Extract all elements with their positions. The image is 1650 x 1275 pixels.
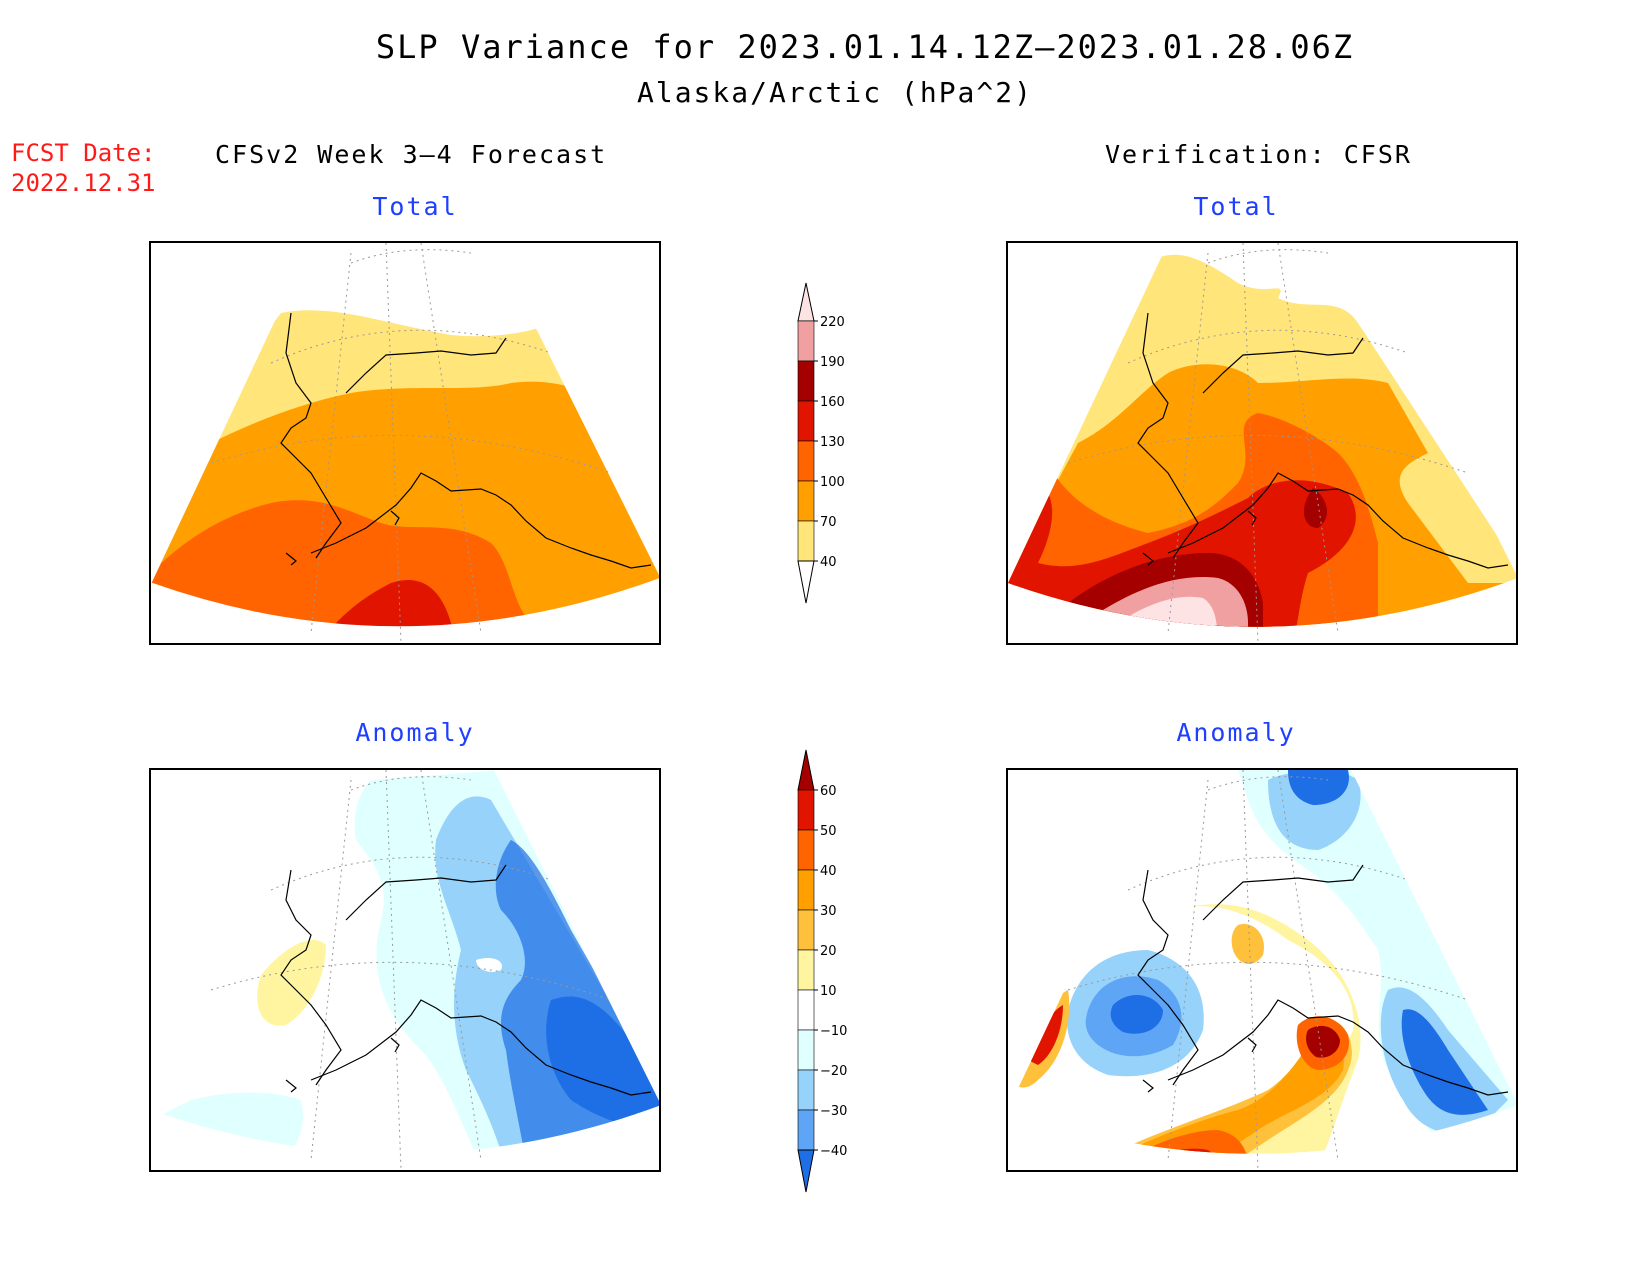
cbar-anom-label-1: 50: [820, 824, 837, 839]
region-lt-m40-w: [1110, 994, 1163, 1034]
cbar-total-label-2: 160: [820, 395, 845, 410]
cbar-anom-label-3: 30: [820, 904, 837, 919]
colorbar-total: 220 190 160 130 100 70 40: [794, 282, 864, 617]
cbar-total-label-5: 70: [820, 515, 837, 530]
cbar-anom-30-40: [797, 869, 815, 911]
cbar-anom-lt-m40: [797, 1149, 815, 1193]
cbar-anom-10-20: [797, 949, 815, 991]
coastline: [280, 312, 652, 569]
region-lt-m40-e: [1401, 1009, 1488, 1115]
cbar-anom-label-0: 60: [820, 784, 837, 799]
cbar-total-70-100: [797, 480, 815, 522]
map-forecast-total: [149, 241, 661, 645]
cbar-total-130-160: [797, 400, 815, 442]
region-130-160: [311, 579, 461, 627]
panel-title-forecast-anomaly: Anomaly: [355, 718, 475, 747]
region-m10-10-hole: [476, 958, 502, 972]
panel-title-verification-anomaly: Anomaly: [1176, 718, 1296, 747]
panel-title-verification-total: Total: [1193, 192, 1279, 221]
cbar-anom-m10-10: [797, 989, 815, 1031]
cbar-anom-m30-m20: [797, 1069, 815, 1111]
right-column-title: Verification: CFSR: [1105, 140, 1412, 169]
cbar-anom-label-9: −40: [820, 1144, 847, 1159]
chart-title: SLP Variance for 2023.01.14.12Z—2023.01.…: [375, 28, 1355, 66]
cbar-anom-gt60: [797, 749, 815, 791]
region-40-50: [1118, 1130, 1250, 1154]
cbar-total-gt220: [797, 282, 815, 322]
coastline: [280, 864, 652, 1096]
cbar-anom-20-30: [797, 909, 815, 951]
cbar-anom-40-50: [797, 829, 815, 871]
region-lt-m40-n: [1288, 770, 1349, 805]
graticule: [1067, 243, 1469, 643]
fcst-date-label: FCST Date:: [11, 139, 156, 167]
cbar-anom-m40-m30: [797, 1109, 815, 1151]
colorbar-anomaly: 60 50 40 30 20 10 −10 −20 −30 −40: [794, 749, 864, 1204]
map-verification-anomaly: [1006, 768, 1518, 1172]
chart-subtitle: Alaska/Arctic (hPa^2): [636, 76, 1033, 109]
cbar-total-label-6: 40: [820, 555, 837, 570]
cbar-anom-label-2: 40: [820, 864, 837, 879]
graticule: [210, 770, 612, 1170]
cbar-anom-50-60: [797, 789, 815, 831]
cbar-total-100-130: [797, 440, 815, 482]
region-gt60-core: [1306, 1025, 1340, 1058]
cbar-total-40-70: [797, 520, 815, 562]
region-10-20: [257, 939, 326, 1026]
cbar-total-lt40: [797, 560, 815, 604]
fcst-date-value: 2022.12.31: [11, 169, 156, 197]
cbar-total-190-220: [797, 320, 815, 362]
cbar-anom-label-6: −10: [820, 1024, 847, 1039]
graticule: [210, 243, 612, 643]
cbar-anom-m20-m10: [797, 1029, 815, 1071]
cbar-total-160-190: [797, 360, 815, 402]
map-verification-total: [1006, 241, 1518, 645]
cbar-anom-label-4: 20: [820, 944, 837, 959]
graticule: [1067, 770, 1469, 1170]
region-160-190-core: [1303, 488, 1328, 528]
fcst-date-block: FCST Date: 2022.12.31: [11, 138, 156, 198]
coastline: [1137, 864, 1509, 1096]
region-lt-m40: [546, 996, 659, 1130]
region-gt220: [1118, 596, 1218, 627]
region-gt60-sw: [1148, 1161, 1212, 1170]
left-column-title: CFSv2 Week 3—4 Forecast: [215, 140, 608, 169]
cbar-total-label-1: 190: [820, 355, 845, 370]
panel-title-forecast-total: Total: [372, 192, 458, 221]
region-20-30-core: [1231, 924, 1264, 965]
cbar-anom-label-7: −20: [820, 1064, 847, 1079]
region-m20-m10-sw: [151, 1092, 303, 1150]
map-forecast-anomaly: [149, 768, 661, 1172]
cbar-anom-label-8: −30: [820, 1104, 847, 1119]
region-50-60-w: [1028, 1005, 1063, 1065]
cbar-total-label-4: 100: [820, 475, 845, 490]
cbar-total-label-0: 220: [820, 315, 845, 330]
cbar-anom-label-5: 10: [820, 984, 837, 999]
cbar-total-label-3: 130: [820, 435, 845, 450]
coastline: [1137, 312, 1509, 569]
